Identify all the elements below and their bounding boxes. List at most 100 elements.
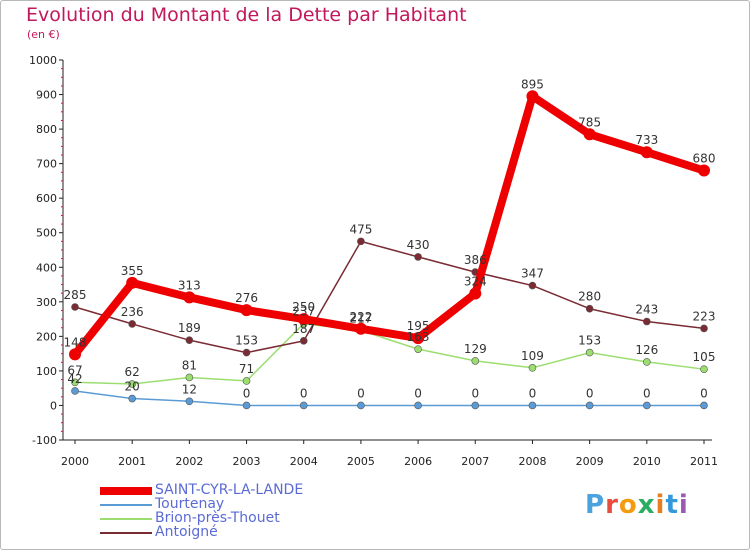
data-point [242,401,251,410]
data-label: 67 [67,363,82,377]
data-label: 0 [471,386,479,400]
data-point [469,287,482,300]
y-tick-label: 300 [36,296,57,309]
data-point [640,146,653,159]
data-label: 430 [407,238,430,252]
data-label: 895 [521,77,544,91]
data-label: 250 [292,300,315,314]
data-label: 386 [464,253,487,267]
data-point [71,378,79,387]
x-tick-label: 2006 [404,455,432,468]
y-tick-label: 0 [50,399,57,412]
data-point [471,401,480,410]
brand-letter: t [665,490,679,520]
x-tick-label: 2001 [118,455,146,468]
y-tick-label: 800 [36,123,57,136]
data-label: 0 [357,386,365,400]
data-point [357,401,365,410]
data-label: 680 [693,152,716,166]
x-tick-label: 2000 [61,455,89,468]
legend-label: Brion-près-Thouet [155,510,280,526]
data-label: 324 [464,275,487,289]
series-line [74,390,705,407]
data-point [242,377,251,385]
data-label: 475 [349,222,372,236]
data-point [71,387,79,395]
data-label: 42 [67,372,82,386]
data-point [299,337,308,345]
data-label: 237 [292,305,315,319]
brand-letter: i [655,490,666,520]
data-point [69,348,81,361]
y-tick-label: -100 [32,434,57,447]
x-tick-label: 2008 [518,455,546,468]
data-label: 187 [292,322,315,336]
data-label: 109 [521,349,544,363]
data-point [643,358,651,366]
data-label: 71 [239,362,254,376]
brand-letter: x [637,490,656,520]
data-label: 62 [125,365,140,379]
y-tick-label: 500 [36,227,57,240]
x-tick-label: 2005 [347,455,375,468]
x-tick-label: 2011 [690,455,718,468]
data-label: 153 [578,334,601,348]
series-line [74,240,705,354]
chart-subtitle: (en €) [27,28,60,41]
legend-swatch [100,532,152,534]
x-tick-label: 2010 [633,455,661,468]
legend-swatch [100,518,152,520]
brand-letter: r [605,490,619,520]
data-label: 313 [178,278,201,292]
data-label: 126 [635,343,658,357]
data-label: 0 [414,386,422,400]
legend-swatch [100,504,152,506]
legend-label: Tourtenay [155,496,225,512]
data-point [185,397,194,406]
y-tick-label: 400 [36,261,57,274]
brand-letter: i [678,490,689,520]
data-label: 81 [182,358,197,372]
brand-letter: o [618,490,638,520]
data-point [585,401,594,410]
legend-swatch [100,487,152,495]
brand-letter: P [585,490,606,520]
data-label: 195 [407,319,430,333]
chart-title: Evolution du Montant de la Dette par Hab… [26,4,467,26]
data-point [700,365,708,373]
data-point [700,324,708,333]
data-point [297,313,310,326]
data-point [528,401,537,410]
data-point [585,304,594,313]
series-line [74,322,705,385]
x-tick-label: 2002 [175,455,203,468]
data-label: 153 [235,334,258,348]
legend-label: SAINT-CYR-LA-LANDE [155,482,304,498]
data-label: 105 [693,350,716,364]
data-label: 163 [407,330,430,344]
data-point [354,322,367,335]
data-point [414,345,422,353]
data-point [700,401,708,410]
data-label: 280 [578,290,601,304]
x-tick-label: 2009 [576,455,604,468]
data-label: 222 [349,310,372,324]
data-point [183,291,196,304]
x-tick-label: 2003 [233,455,261,468]
series-line [71,92,708,359]
data-label: 276 [235,291,258,305]
data-point [185,373,194,382]
data-point [357,237,365,246]
y-tick-label: 1000 [29,54,57,67]
data-point [128,394,136,403]
data-label: 785 [578,115,601,129]
data-point [128,380,136,388]
data-label: 223 [693,309,716,323]
data-label: 285 [64,288,87,302]
data-label: 733 [635,133,658,147]
data-point [414,401,422,410]
data-label: 236 [121,305,144,319]
data-point [585,348,594,357]
data-label: 355 [121,264,144,278]
y-tick-label: 100 [36,365,57,378]
